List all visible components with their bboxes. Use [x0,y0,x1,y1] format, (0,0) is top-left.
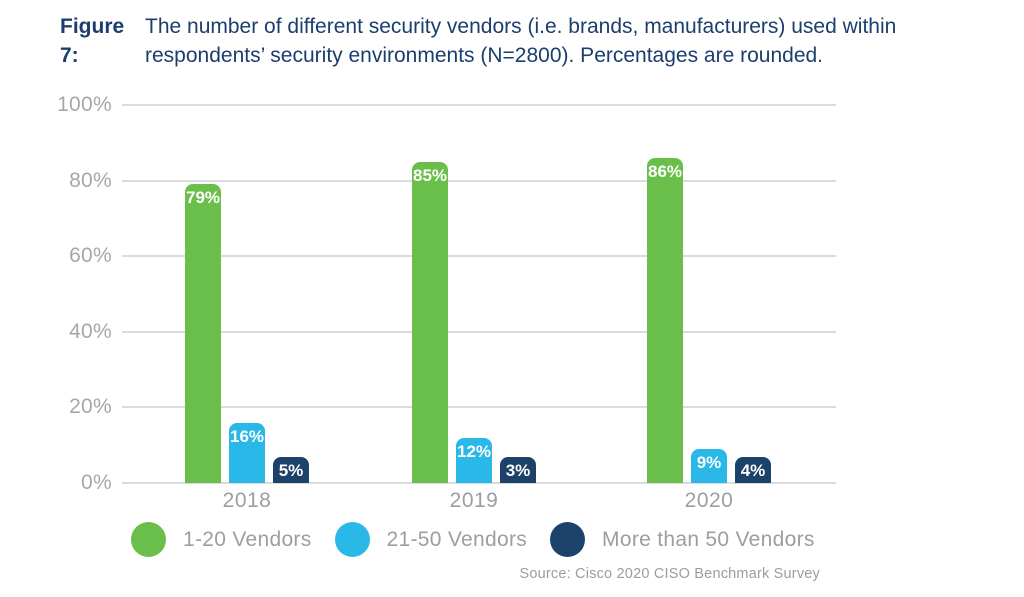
bar-2019-21-50-vendors: 12% [456,437,492,483]
bar-2020-more-than-50-vendors: 4% [735,457,771,483]
source-note: Source: Cisco 2020 CISO Benchmark Survey [519,566,820,582]
legend-swatch-1-20-vendors [131,522,166,557]
bar-value-label: 16% [229,426,265,446]
bar-2018-more-than-50-vendors: 5% [273,457,309,483]
y-axis-tick-label-100: 100% [57,93,112,116]
bar-chart: 0% 20% 40% 60% 80% 100% 79% 16% 5% 2018 85% 12% 3% 20… [0,93,1024,512]
legend-label: More than 50 Vendors [602,527,815,551]
legend-swatch-more-than-50-vendors [550,522,586,557]
bar-2018-1-20-vendors: 79% [185,184,221,483]
bar-value-label: 86% [647,161,683,181]
legend-label: 21-50 Vendors [386,527,528,551]
legend-label: 1-20 Vendors [183,527,312,551]
legend-item-1-20-vendors: 1-20 Vendors [131,522,312,557]
x-axis-category-label-2019: 2019 [449,489,499,512]
gridline-40 [122,330,836,333]
gridline-80 [122,179,836,182]
bar-2020-21-50-vendors: 9% [691,448,727,483]
figure-caption: Figure 7: The number of different securi… [60,12,990,70]
bar-value-label: 9% [696,452,722,472]
bar-value-label: 4% [740,461,766,480]
x-axis-category-label-2018: 2018 [222,489,272,512]
legend: 1-20 Vendors 21-50 Vendors More than 50 Ve… [131,522,815,557]
gridline-60 [122,255,836,258]
y-axis-tick-label-60: 60% [69,244,112,268]
bar-value-label: 12% [456,441,492,461]
y-axis-tick-label-20: 20% [69,395,112,419]
figure-title-text: The number of different security vendors… [145,12,896,70]
legend-item-more-than-50-vendors: More than 50 Vendors [550,522,815,557]
figure-title-line-1: The number of different security vendors… [145,15,897,38]
bar-value-label: 79% [185,188,221,208]
bar-2019-1-20-vendors: 85% [412,161,448,483]
x-axis-category-label-2020: 2020 [684,489,734,512]
bar-2020-1-20-vendors: 86% [647,157,683,483]
bar-2019-more-than-50-vendors: 3% [500,457,536,483]
legend-item-21-50-vendors: 21-50 Vendors [334,522,528,557]
figure-number-label: Figure 7: [60,15,125,67]
gridline-100 [122,104,836,106]
y-axis-tick-label-0: 0% [81,471,112,494]
bar-2018-21-50-vendors: 16% [229,422,265,483]
bar-value-label: 85% [412,165,448,185]
legend-swatch-21-50-vendors [334,522,370,557]
y-axis-tick-label-80: 80% [69,168,112,192]
gridline-20 [122,406,836,409]
bar-value-label: 5% [278,461,304,480]
bar-value-label: 3% [505,461,531,480]
gridline-0 [122,482,836,484]
figure-title-line-2: respondents’ security environments (N=28… [145,44,824,67]
y-axis-tick-label-40: 40% [69,319,112,343]
